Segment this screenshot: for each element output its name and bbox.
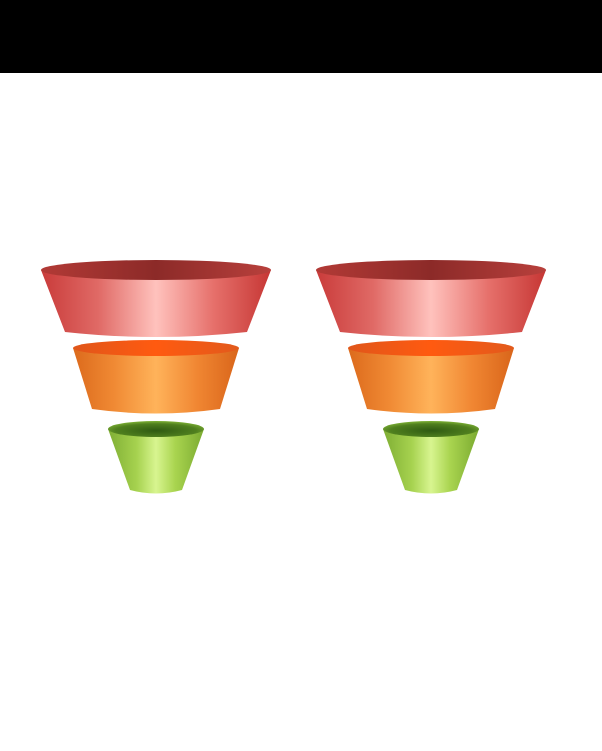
- funnel-left: [41, 260, 271, 494]
- funnel-right-top-tier: [316, 260, 546, 337]
- funnel-right: [316, 260, 546, 494]
- funnel-left-middle-tier: [73, 340, 239, 414]
- funnel-left-top-tier: [41, 260, 271, 337]
- funnel-left-bottom-tier: [108, 421, 204, 494]
- top-black-bar: [0, 0, 602, 73]
- funnel-right-middle-tier: [348, 340, 514, 414]
- funnel-right-bottom-tier: [383, 421, 479, 494]
